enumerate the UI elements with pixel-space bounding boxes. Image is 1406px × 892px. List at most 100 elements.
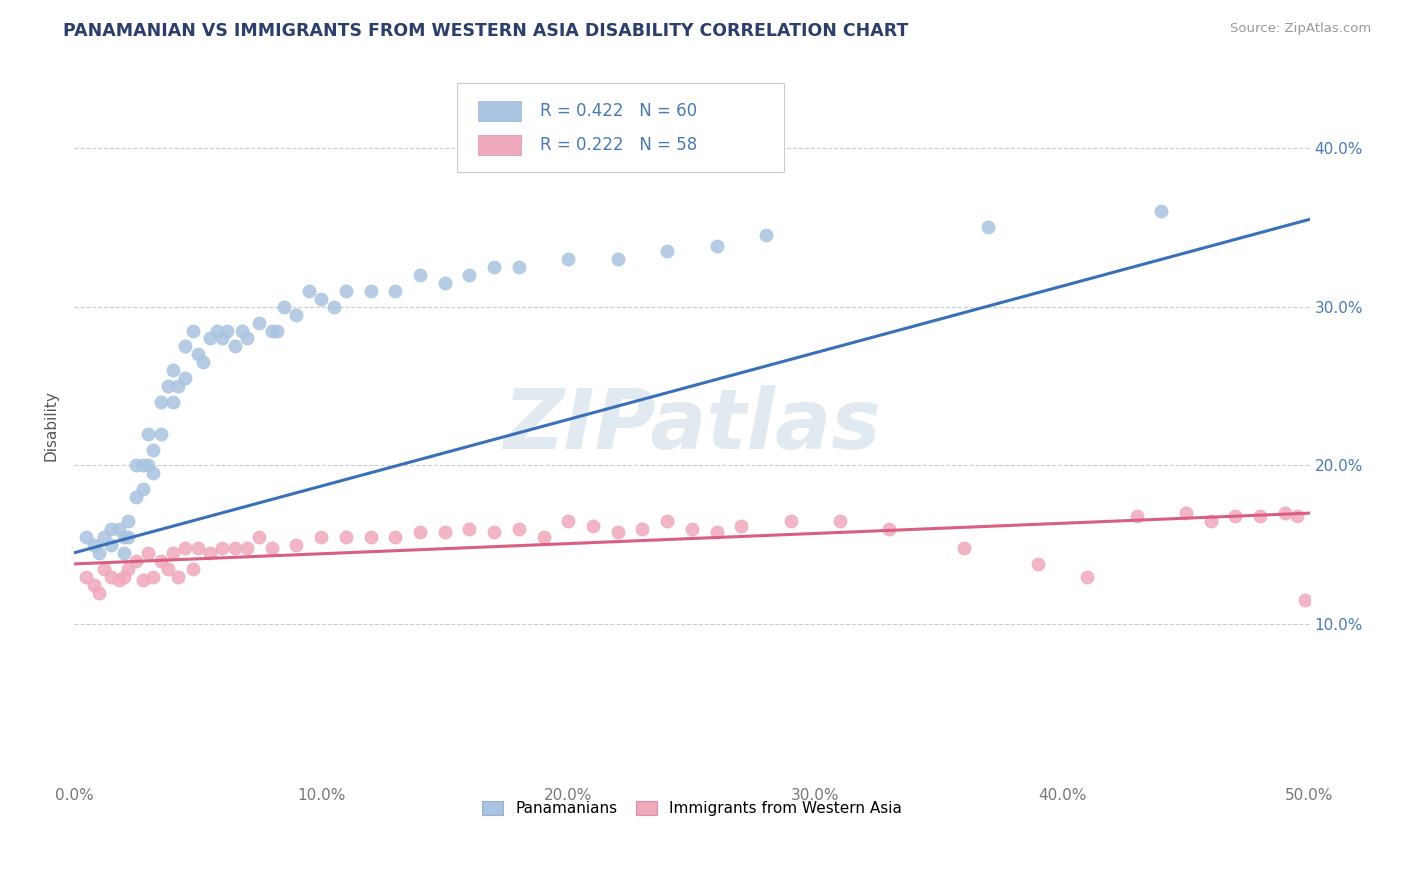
Point xyxy=(136,426,159,441)
Point xyxy=(132,483,155,497)
Point xyxy=(433,525,456,540)
Point xyxy=(260,324,283,338)
Point xyxy=(174,371,197,385)
Point xyxy=(1026,557,1049,571)
Point xyxy=(606,252,628,266)
Point xyxy=(207,324,229,338)
Point xyxy=(87,585,110,599)
Point xyxy=(87,546,110,560)
Point xyxy=(247,316,270,330)
Point xyxy=(149,395,172,409)
Point xyxy=(83,577,105,591)
Point xyxy=(409,525,432,540)
Point xyxy=(198,331,221,345)
Point xyxy=(187,347,209,361)
Point xyxy=(117,562,139,576)
Point xyxy=(360,284,382,298)
Point xyxy=(730,518,752,533)
Point xyxy=(309,292,332,306)
Point xyxy=(1175,506,1198,520)
Point xyxy=(93,562,115,576)
Point xyxy=(828,514,851,528)
Point xyxy=(977,220,1000,235)
Point xyxy=(533,530,555,544)
Point xyxy=(606,525,628,540)
FancyBboxPatch shape xyxy=(478,102,522,121)
Point xyxy=(211,541,233,555)
Point xyxy=(136,458,159,473)
Point xyxy=(322,300,344,314)
Point xyxy=(273,300,295,314)
Point xyxy=(107,522,129,536)
Point xyxy=(75,530,97,544)
Point xyxy=(187,541,209,555)
Point xyxy=(174,339,197,353)
Point xyxy=(557,252,579,266)
Point xyxy=(285,308,308,322)
Point xyxy=(107,573,129,587)
Point xyxy=(181,324,204,338)
Point xyxy=(224,541,246,555)
Point xyxy=(335,530,357,544)
Point xyxy=(706,239,728,253)
Point xyxy=(298,284,321,298)
Legend: Panamanians, Immigrants from Western Asia: Panamanians, Immigrants from Western Asi… xyxy=(472,791,911,825)
Point xyxy=(706,525,728,540)
Point xyxy=(655,514,678,528)
Point xyxy=(952,541,974,555)
Point xyxy=(236,541,259,555)
Point xyxy=(1249,509,1271,524)
Point xyxy=(1274,506,1296,520)
Text: PANAMANIAN VS IMMIGRANTS FROM WESTERN ASIA DISABILITY CORRELATION CHART: PANAMANIAN VS IMMIGRANTS FROM WESTERN AS… xyxy=(63,22,908,40)
Point xyxy=(224,339,246,353)
Point xyxy=(162,395,184,409)
Point xyxy=(236,331,259,345)
Point xyxy=(125,490,148,504)
Point xyxy=(149,554,172,568)
Point xyxy=(335,284,357,298)
Point xyxy=(1294,593,1316,607)
Point xyxy=(260,541,283,555)
Point xyxy=(1076,569,1098,583)
Point xyxy=(360,530,382,544)
Point xyxy=(156,379,179,393)
Point xyxy=(125,458,148,473)
Point xyxy=(557,514,579,528)
Point xyxy=(217,324,239,338)
Point xyxy=(779,514,801,528)
Point xyxy=(1286,509,1309,524)
Point xyxy=(83,538,105,552)
Text: R = 0.222   N = 58: R = 0.222 N = 58 xyxy=(540,136,697,154)
Point xyxy=(136,546,159,560)
Point xyxy=(117,530,139,544)
Point xyxy=(100,538,122,552)
Point xyxy=(112,530,135,544)
Point xyxy=(149,426,172,441)
Point xyxy=(1199,514,1222,528)
Point xyxy=(1125,509,1147,524)
Point xyxy=(112,546,135,560)
Point xyxy=(433,276,456,290)
Point xyxy=(231,324,253,338)
FancyBboxPatch shape xyxy=(478,135,522,155)
Point xyxy=(681,522,703,536)
Point xyxy=(167,569,190,583)
Point xyxy=(156,562,179,576)
Point xyxy=(384,530,406,544)
Point xyxy=(75,569,97,583)
Point xyxy=(582,518,605,533)
Point xyxy=(100,569,122,583)
Point xyxy=(132,573,155,587)
Point xyxy=(142,442,165,457)
FancyBboxPatch shape xyxy=(457,83,785,172)
Point xyxy=(631,522,654,536)
Point xyxy=(112,569,135,583)
Point xyxy=(384,284,406,298)
Point xyxy=(247,530,270,544)
Point xyxy=(1150,204,1173,219)
Point xyxy=(198,546,221,560)
Point xyxy=(117,514,139,528)
Point xyxy=(285,538,308,552)
Point xyxy=(181,562,204,576)
Point xyxy=(132,458,155,473)
